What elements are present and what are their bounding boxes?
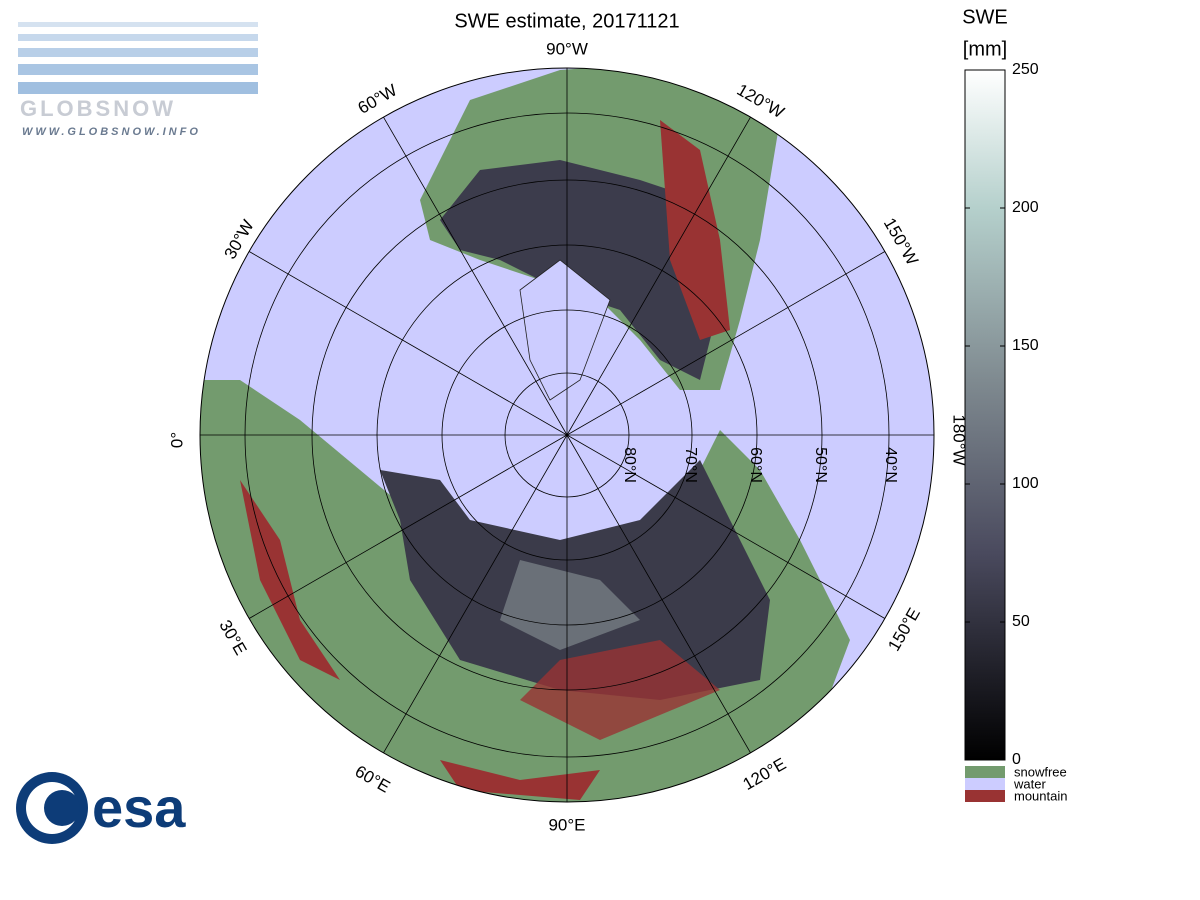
graticule <box>200 68 934 802</box>
legend-label: mountain <box>1014 788 1067 803</box>
colorbar-tick-label: 100 <box>1012 475 1039 492</box>
latitude-label: 50°N <box>812 447 829 483</box>
longitude-label: 0° <box>167 432 186 448</box>
meridian <box>383 434 568 754</box>
longitude-label: 90°E <box>548 815 585 834</box>
mountain <box>660 120 730 340</box>
meridian <box>566 251 886 436</box>
map-title: SWE estimate, 20171121 <box>454 10 679 32</box>
map <box>200 68 934 802</box>
colorbar-tick-label: 0 <box>1012 751 1021 768</box>
colorbar-tick-label: 150 <box>1012 337 1039 354</box>
longitude-label: 60°E <box>352 762 394 797</box>
colorbar-axis: 0 50 100 150 200 250 <box>965 61 1039 768</box>
latitude-label: 80°N <box>621 447 638 483</box>
esa-logo: esa <box>16 772 186 844</box>
mountain <box>440 760 600 800</box>
snow-cover <box>500 560 640 650</box>
legend-label: snowfree <box>1014 764 1067 779</box>
longitude-label: 90°W <box>546 39 588 58</box>
colorbar-title: SWE <box>962 6 1008 28</box>
legend-swatch <box>965 766 1005 778</box>
latitude-label: 60°N <box>747 447 764 483</box>
meridian <box>383 116 568 436</box>
esa-text: esa <box>92 776 186 839</box>
mountain <box>520 640 720 740</box>
logo-text: GLOBSNOW <box>20 96 176 121</box>
legend-swatch <box>965 790 1005 802</box>
meridian <box>566 434 751 754</box>
website: WWW.GLOBSNOW.INFO <box>22 126 201 138</box>
meridian <box>248 434 568 619</box>
longitude-label: 180°W <box>950 414 969 465</box>
legend-label: water <box>1013 776 1046 791</box>
latitude-label: 40°N <box>882 447 899 483</box>
greenland <box>519 259 611 401</box>
latitude-label: 70°N <box>682 447 699 483</box>
longitude-label: 150°E <box>884 605 924 655</box>
map-border <box>199 67 935 803</box>
globsnow-logo: GLOBSNOW WWW.GLOBSNOW.INFO <box>18 22 258 138</box>
colorbar-unit: [mm] <box>963 38 1007 60</box>
colorbar <box>964 69 1006 761</box>
mountain <box>240 480 340 680</box>
colorbar-tick-label: 250 <box>1012 61 1039 78</box>
snow-cover <box>440 160 720 380</box>
meridian <box>248 251 568 436</box>
colorbar-tick-label: 50 <box>1012 613 1030 630</box>
legend-swatch <box>965 778 1005 790</box>
longitude-label: 30°E <box>215 617 250 659</box>
colorbar-tick-label: 200 <box>1012 199 1039 216</box>
meridian <box>566 434 886 619</box>
longitude-label: 120°E <box>740 754 790 794</box>
meridian <box>566 116 751 436</box>
